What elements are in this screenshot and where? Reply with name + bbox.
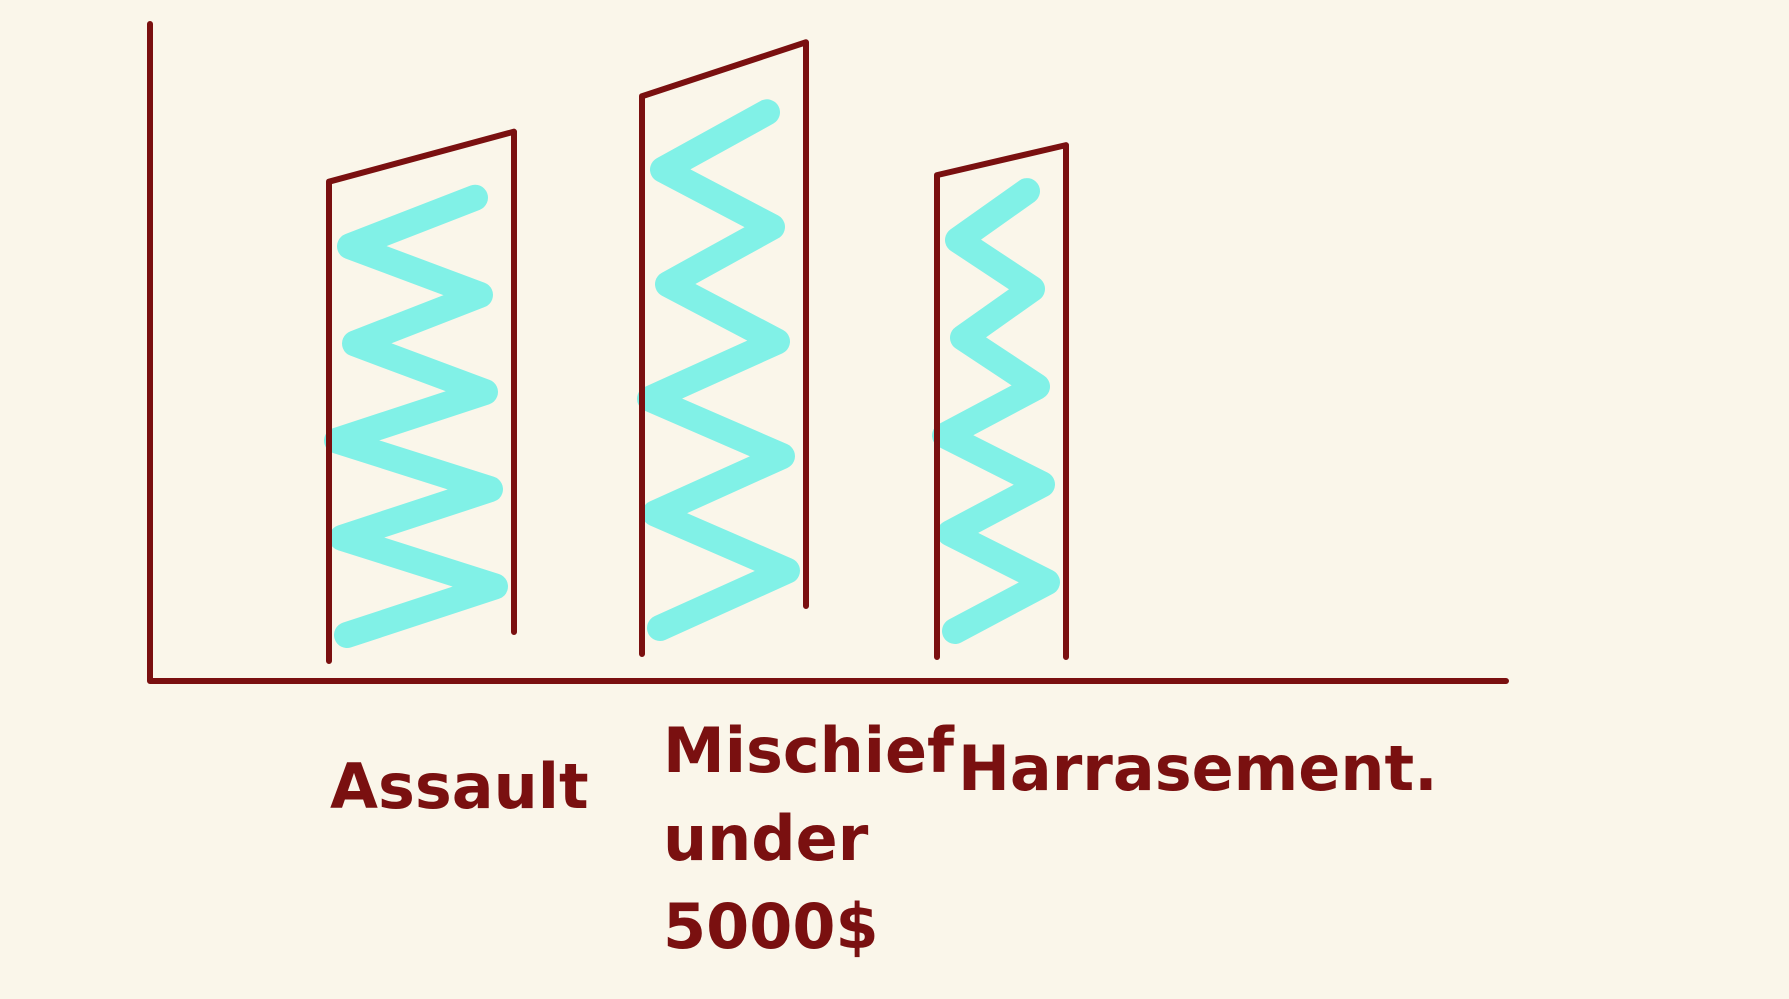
category-label: 5000$ <box>663 890 879 963</box>
bar-fills <box>324 99 1060 648</box>
bar <box>326 128 517 664</box>
bar <box>934 142 1069 660</box>
chart-axes <box>147 21 1509 684</box>
category-labels: Assault Mischief under 5000$ Harrasement. <box>330 714 1438 963</box>
bar-fill-scribble <box>932 178 1060 644</box>
bar <box>639 39 809 657</box>
bar-fill-scribble <box>324 184 508 648</box>
category-label: Harrasement. <box>958 732 1438 805</box>
category-label: Assault <box>330 750 589 823</box>
category-label: Mischief <box>663 714 955 787</box>
bar-fill-scribble <box>637 99 800 641</box>
bar-outlines <box>326 39 1069 664</box>
category-label: under <box>663 802 869 875</box>
